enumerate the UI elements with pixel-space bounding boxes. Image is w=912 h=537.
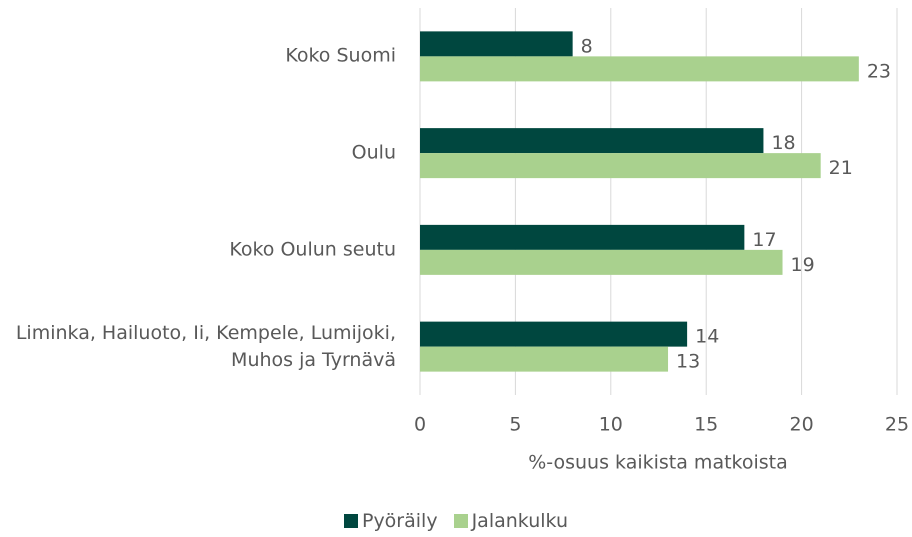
data-label: 18 — [771, 132, 795, 154]
x-axis-label: %-osuus kaikista matkoista — [528, 452, 788, 474]
y-tick-label: Liminka, Hailuoto, Ii, Kempele, Lumijoki… — [15, 321, 396, 371]
x-tick-label: 25 — [885, 414, 909, 436]
x-tick-label: 0 — [414, 414, 426, 436]
data-label: 23 — [867, 60, 891, 82]
x-tick-label: 5 — [509, 414, 521, 436]
x-tick-label: 15 — [694, 414, 718, 436]
bar — [420, 346, 669, 372]
legend-item: Pyöräily — [343, 510, 438, 532]
legend-label: Pyöräily — [361, 510, 438, 532]
bar — [420, 224, 745, 250]
legend-label: Jalankulku — [471, 510, 568, 532]
legend-item: Jalankulku — [453, 510, 568, 532]
bar — [420, 153, 821, 179]
x-tick-label: 10 — [599, 414, 623, 436]
x-tick-label: 20 — [790, 414, 814, 436]
bar — [420, 321, 688, 347]
y-tick-label: Koko Suomi — [285, 44, 396, 67]
data-label: 8 — [581, 35, 593, 57]
y-tick-label: Oulu — [351, 141, 396, 164]
y-tick-label: Koko Oulun seutu — [229, 238, 396, 261]
legend-swatch — [453, 514, 468, 528]
data-label: 14 — [695, 326, 719, 348]
bar — [420, 249, 783, 275]
bar — [420, 56, 859, 82]
legend: Pyöräily Jalankulku — [0, 510, 912, 532]
data-label: 21 — [829, 157, 853, 179]
bar — [420, 128, 764, 154]
data-label: 17 — [752, 229, 776, 251]
legend-swatch — [343, 514, 358, 528]
bar — [420, 31, 573, 57]
data-label: 13 — [676, 351, 700, 373]
data-label: 19 — [791, 254, 815, 276]
